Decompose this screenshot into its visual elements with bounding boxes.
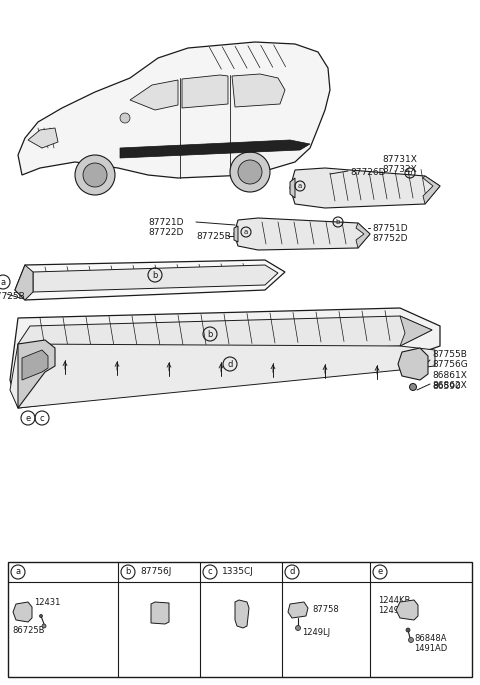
Circle shape	[42, 624, 46, 628]
Polygon shape	[151, 602, 169, 624]
Text: 1335CJ: 1335CJ	[222, 567, 254, 577]
Text: 87725B: 87725B	[196, 232, 231, 241]
Circle shape	[83, 163, 107, 187]
Polygon shape	[232, 74, 285, 107]
Polygon shape	[10, 308, 440, 408]
Polygon shape	[18, 316, 432, 358]
Text: 87751D
87752D: 87751D 87752D	[372, 224, 408, 243]
Text: 1249LJ: 1249LJ	[302, 628, 330, 637]
Text: 87758: 87758	[312, 605, 339, 614]
Polygon shape	[28, 128, 58, 148]
Polygon shape	[235, 600, 249, 628]
Polygon shape	[398, 348, 428, 380]
Text: 1244KB
1249PN: 1244KB 1249PN	[378, 596, 410, 615]
Text: 87756J: 87756J	[140, 567, 171, 577]
Text: b: b	[336, 219, 340, 225]
Text: e: e	[25, 414, 31, 423]
Text: 86848A
1491AD: 86848A 1491AD	[414, 634, 447, 653]
Polygon shape	[234, 218, 370, 250]
Text: a: a	[298, 183, 302, 189]
Text: b: b	[408, 170, 412, 176]
Polygon shape	[290, 168, 440, 208]
Text: 87721D
87722D: 87721D 87722D	[148, 218, 183, 238]
Text: d: d	[289, 567, 295, 577]
Text: 12431: 12431	[34, 598, 60, 607]
Polygon shape	[15, 265, 33, 300]
Circle shape	[120, 113, 130, 123]
Polygon shape	[182, 75, 228, 108]
Text: 87755B
87756G
86861X
86862X: 87755B 87756G 86861X 86862X	[432, 350, 468, 390]
Text: a: a	[15, 567, 21, 577]
Text: 86590: 86590	[432, 382, 461, 391]
Polygon shape	[288, 602, 308, 618]
Text: a: a	[0, 277, 6, 286]
Polygon shape	[22, 350, 48, 380]
Polygon shape	[396, 600, 418, 620]
Polygon shape	[120, 140, 310, 158]
Polygon shape	[130, 80, 178, 110]
Circle shape	[296, 625, 300, 630]
Circle shape	[230, 152, 270, 192]
Polygon shape	[423, 176, 440, 204]
Text: d: d	[228, 360, 233, 369]
Text: 87726D: 87726D	[350, 168, 385, 177]
Circle shape	[409, 384, 417, 390]
Bar	[8, 562, 472, 677]
Polygon shape	[400, 316, 432, 346]
Text: c: c	[40, 414, 44, 423]
Circle shape	[408, 638, 413, 643]
Polygon shape	[18, 42, 330, 178]
Polygon shape	[10, 344, 435, 408]
Polygon shape	[290, 178, 295, 198]
Text: b: b	[125, 567, 131, 577]
Text: b: b	[152, 271, 158, 279]
Text: 86725B: 86725B	[12, 626, 45, 635]
Polygon shape	[356, 223, 370, 248]
Circle shape	[406, 628, 410, 632]
Text: 87731X
87732X: 87731X 87732X	[382, 155, 417, 175]
Circle shape	[238, 160, 262, 184]
Polygon shape	[234, 226, 238, 242]
Circle shape	[75, 155, 115, 195]
Polygon shape	[13, 602, 32, 622]
Circle shape	[39, 614, 43, 617]
Text: c: c	[208, 567, 212, 577]
Polygon shape	[15, 260, 285, 300]
Text: e: e	[377, 567, 383, 577]
Text: 87725B: 87725B	[0, 292, 25, 301]
Text: a: a	[244, 229, 248, 235]
Polygon shape	[33, 265, 278, 292]
Text: b: b	[207, 329, 213, 338]
Polygon shape	[18, 340, 55, 408]
